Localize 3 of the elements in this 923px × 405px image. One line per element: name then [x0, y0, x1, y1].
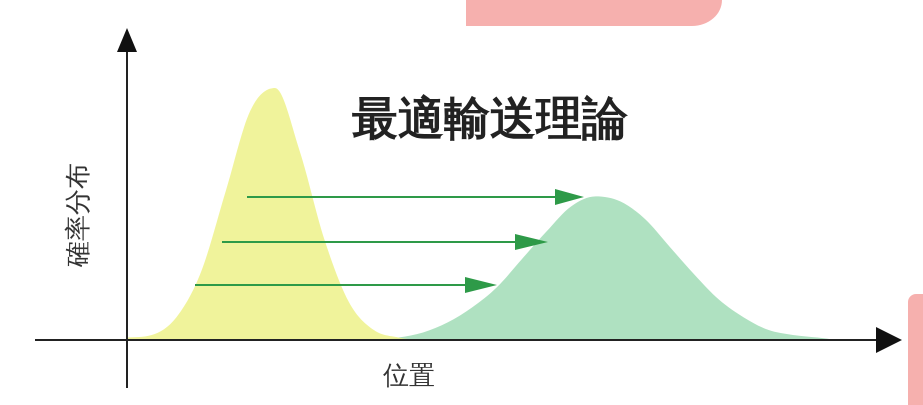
y-axis-title: 確率分布 — [62, 163, 94, 267]
x-axis-title: 位置 — [383, 360, 435, 393]
chart-title: 最適輸送理論 — [352, 90, 628, 147]
